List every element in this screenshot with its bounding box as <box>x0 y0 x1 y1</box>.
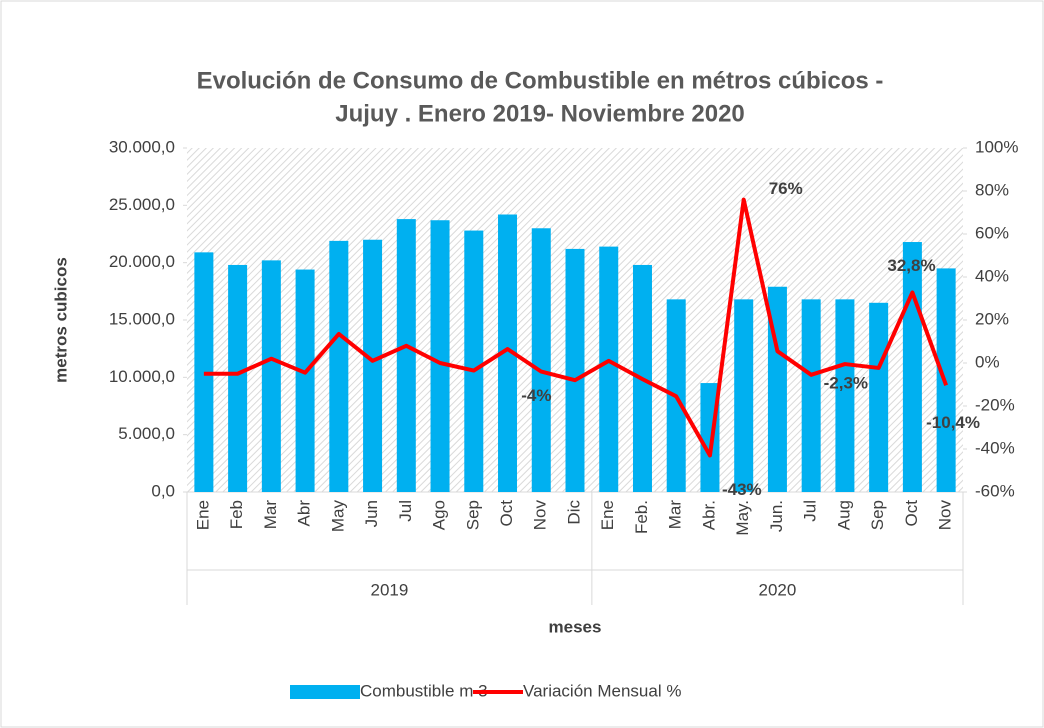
x-tick-label: Ene <box>193 500 212 530</box>
x-tick-label: Feb. <box>632 500 651 534</box>
bar <box>869 302 889 492</box>
y-tick-label: 25.000,0 <box>109 195 175 214</box>
y2-tick-label: 80% <box>975 180 1009 199</box>
x-tick-label: Ene <box>598 500 617 530</box>
bar <box>498 214 518 493</box>
x-tick-label: Oct <box>497 500 516 527</box>
data-label: 76% <box>769 179 803 198</box>
y-tick-label: 5.000,0 <box>118 424 175 443</box>
x-tick-label: Jun <box>362 500 381 527</box>
x-tick-label: Nov <box>531 500 550 531</box>
x-axis-label: meses <box>549 617 602 636</box>
bar <box>430 220 450 493</box>
bar <box>734 299 754 492</box>
x-tick-label: Sep <box>868 500 887 530</box>
y-tick-label: 20.000,0 <box>109 252 175 271</box>
group-label: 2019 <box>371 580 409 599</box>
bar <box>464 230 484 492</box>
x-tick-label: Jul <box>396 500 415 522</box>
bar <box>228 264 248 492</box>
y-tick-label: 15.000,0 <box>109 309 175 328</box>
data-label: -10,4% <box>926 413 980 432</box>
data-label: -2,3% <box>824 373 868 392</box>
y2-tick-label: 100% <box>975 137 1018 156</box>
data-label: -43% <box>722 480 762 499</box>
x-tick-label: Mar <box>666 500 685 530</box>
y2-tick-label: 20% <box>975 309 1009 328</box>
x-tick-label: Jun. <box>767 500 786 532</box>
legend-label: Combustible m 3 <box>360 681 488 700</box>
x-tick-label: Abr. <box>699 500 718 530</box>
y-tick-label: 30.000,0 <box>109 137 175 156</box>
group-label: 2020 <box>759 580 797 599</box>
y2-tick-label: 40% <box>975 266 1009 285</box>
data-label: -4% <box>521 386 551 405</box>
x-tick-label: Jul <box>801 500 820 522</box>
x-tick-label: May <box>328 500 347 533</box>
bar <box>565 248 585 492</box>
x-tick-label: Oct <box>902 500 921 527</box>
x-tick-label: Sep <box>463 500 482 530</box>
bar <box>363 239 383 492</box>
y-tick-label: 0,0 <box>151 481 175 500</box>
legend-swatch <box>290 685 360 699</box>
y2-tick-label: -40% <box>975 438 1015 457</box>
bar <box>396 219 416 493</box>
chart-title: Jujuy . Enero 2019- Noviembre 2020 <box>335 100 745 127</box>
bar <box>295 269 315 492</box>
data-label: 32,8% <box>887 256 935 275</box>
y-axis-label: metros cubicos <box>51 257 70 383</box>
x-tick-label: Dic <box>564 500 583 525</box>
y2-tick-label: -20% <box>975 395 1015 414</box>
x-tick-label: Aug <box>834 500 853 530</box>
x-tick-label: Feb <box>227 500 246 529</box>
bar <box>261 260 281 492</box>
x-tick-label: Ago <box>430 500 449 530</box>
x-tick-label: Mar <box>261 500 280 530</box>
chart-title: Evolución de Consumo de Combustible en m… <box>197 67 884 94</box>
x-tick-label: Abr <box>295 500 314 527</box>
bar <box>801 299 821 492</box>
y-tick-label: 10.000,0 <box>109 367 175 386</box>
y2-tick-label: 60% <box>975 223 1009 242</box>
bar <box>599 246 619 492</box>
x-tick-label: May. <box>733 500 752 536</box>
y2-tick-label: -60% <box>975 481 1015 500</box>
bar <box>902 242 922 492</box>
x-tick-label: Nov <box>936 500 955 531</box>
y2-tick-label: 0% <box>975 352 1000 371</box>
bar <box>531 228 551 492</box>
bar <box>835 299 855 492</box>
line <box>203 197 949 458</box>
bar <box>329 240 349 492</box>
legend-label: Variación Mensual % <box>523 681 681 700</box>
